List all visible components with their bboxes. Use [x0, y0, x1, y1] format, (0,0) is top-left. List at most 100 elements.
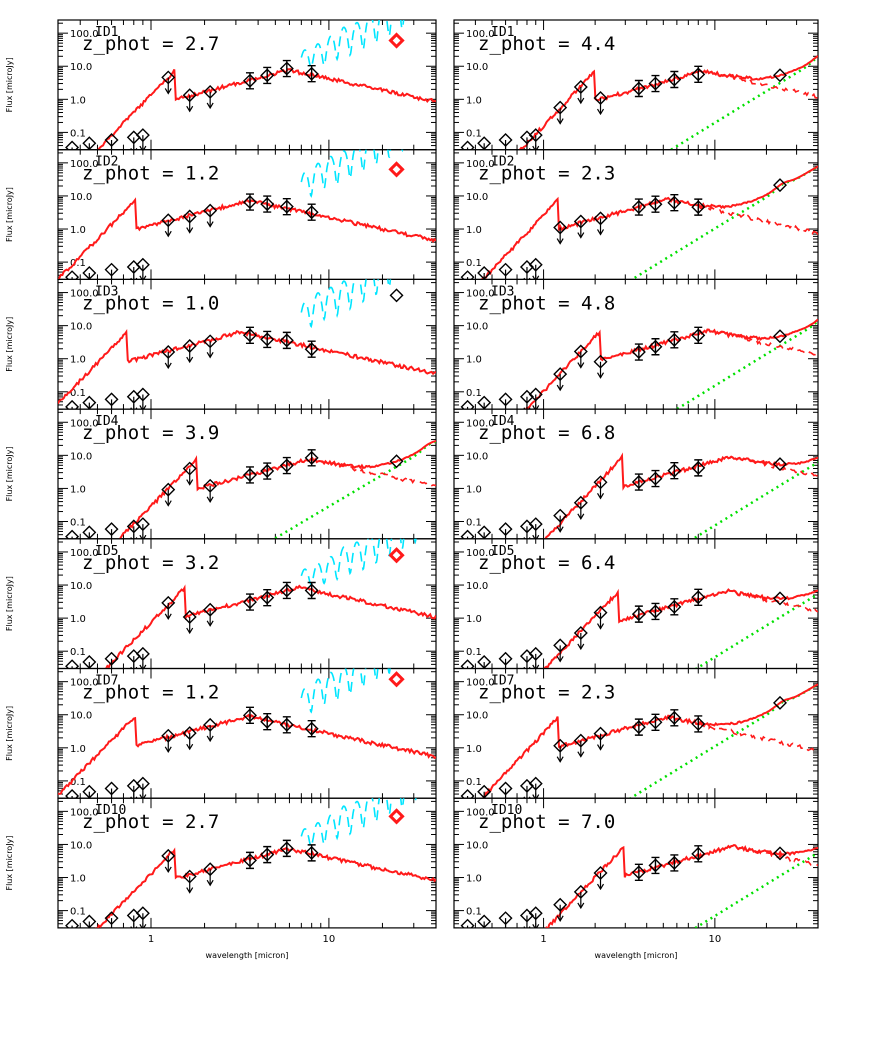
upper-limit-arrowhead: [186, 479, 194, 486]
upper-limit-arrowhead: [556, 118, 564, 125]
total-model-line: [545, 844, 818, 928]
upper-limit-arrowhead: [186, 887, 194, 894]
alt-dust-model-line: [300, 149, 404, 198]
y-tick-label: 0.1: [466, 258, 482, 269]
total-model-line: [544, 452, 818, 539]
panel-id-label: ID3: [95, 284, 118, 299]
photometry-point: [388, 161, 405, 178]
stellar-model-line: [58, 329, 436, 405]
y-tick-label: 100.0: [70, 807, 99, 818]
y-tick-label: 100.0: [70, 29, 99, 40]
upper-limit-arrowhead: [556, 915, 564, 922]
y-tick-label: 100.0: [466, 289, 495, 300]
stellar-model-dashed: [698, 844, 818, 867]
total-model-line: [480, 165, 818, 280]
alt-dust-model-line: [300, 668, 391, 714]
panel-plot-area: [460, 55, 818, 150]
y-tick-label: 100.0: [70, 548, 99, 559]
photometry-point: [460, 399, 475, 410]
x-tick-label: 1: [148, 934, 154, 945]
y-tick-label: 100.0: [70, 289, 99, 300]
photometry-point: [773, 457, 787, 472]
x-axis-label: wavelength [micron]: [595, 951, 678, 960]
photometry-point: [388, 547, 405, 564]
total-model-line: [525, 318, 818, 410]
y-tick-label: 100.0: [466, 678, 495, 689]
dust-model-line: [629, 165, 818, 280]
upper-limit-arrowhead: [206, 102, 214, 110]
zphot-label: z_phot = 6.8: [478, 422, 615, 444]
photometry-point: [388, 32, 405, 49]
y-tick-label: 100.0: [70, 678, 99, 689]
y-tick-label: 100.0: [70, 159, 99, 170]
upper-limit-arrowhead: [206, 221, 214, 228]
upper-limit-arrowhead: [139, 275, 147, 280]
dust-model-line: [674, 319, 818, 410]
upper-limit-arrowhead: [577, 643, 585, 651]
y-tick-label: 1.0: [466, 95, 482, 106]
upper-limit-arrowhead: [532, 275, 540, 280]
panel-id-label: ID2: [491, 155, 514, 170]
panel-frame: [453, 797, 819, 929]
upper-limit-arrowhead: [109, 929, 115, 934]
photometry-point: [773, 178, 787, 193]
stellar-model-line: [95, 846, 436, 928]
upper-limit-arrowhead: [597, 744, 605, 751]
y-tick-label: 1.0: [70, 484, 86, 495]
photometry-point: [460, 140, 475, 150]
y-tick-label: 10.0: [70, 581, 92, 592]
upper-limit-arrowhead: [206, 352, 214, 359]
photometry-point: [388, 671, 405, 688]
upper-limit-arrowhead: [186, 743, 194, 751]
panel-plot-area: [460, 318, 818, 410]
photometry-point: [773, 695, 787, 710]
upper-limit-arrowhead: [577, 362, 585, 369]
upper-limit-arrowhead: [164, 613, 172, 621]
upper-limit-arrowhead: [164, 88, 172, 95]
y-tick-label: 0.1: [466, 907, 482, 918]
upper-limit-arrowhead: [164, 500, 172, 507]
photometry-point: [65, 659, 80, 669]
stellar-model-dashed: [698, 456, 818, 478]
photometry-point: [65, 918, 80, 928]
upper-limit-arrowhead: [556, 526, 564, 533]
y-tick-label: 10.0: [70, 192, 92, 203]
zphot-label: z_phot = 2.7: [82, 33, 219, 55]
panel-plot-area: [65, 440, 436, 539]
y-tick-label: 1.0: [70, 95, 86, 106]
upper-limit-arrowhead: [556, 384, 564, 392]
y-tick-label: 1.0: [466, 874, 482, 885]
zphot-label: z_phot = 7.0: [478, 811, 615, 833]
zphot-label: z_phot = 4.8: [478, 292, 615, 314]
photometry-point: [65, 529, 80, 539]
upper-limit-arrowhead: [186, 227, 194, 234]
y-tick-label: 10.0: [466, 192, 488, 203]
photometry-point: [460, 788, 475, 799]
upper-limit-arrowhead: [532, 923, 540, 928]
upper-limit-arrowhead: [597, 623, 605, 630]
zphot-label: z_phot = 1.2: [82, 163, 219, 185]
stellar-model-dashed: [698, 69, 818, 100]
y-tick-label: 1.0: [70, 225, 86, 236]
y-axis-label: Flux [microJy]: [5, 57, 14, 112]
zphot-label: z_phot = 2.3: [478, 682, 615, 704]
upper-limit-arrowhead: [556, 756, 564, 763]
y-tick-label: 0.1: [466, 388, 482, 399]
y-tick-label: 0.1: [466, 518, 482, 529]
photometry-point: [65, 140, 80, 150]
y-tick-label: 1.0: [466, 484, 482, 495]
y-tick-label: 1.0: [70, 355, 86, 366]
stellar-model-dashed: [698, 721, 818, 752]
photometry-point: [460, 529, 475, 539]
upper-limit-arrowhead: [532, 664, 540, 669]
upper-limit-arrowhead: [206, 735, 214, 743]
